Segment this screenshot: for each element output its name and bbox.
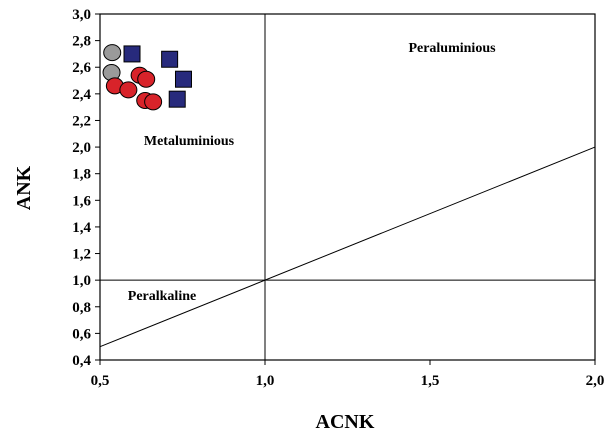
x-tick-label: 1,5 (421, 373, 440, 389)
field-label-peralkaline: Peralkaline (128, 289, 196, 304)
data-point-circle (103, 44, 122, 62)
y-tick-label: 3,0 (72, 7, 91, 23)
y-tick-label: 2,0 (72, 140, 91, 156)
y-tick-label: 2,6 (72, 60, 91, 76)
data-point-square (123, 45, 141, 63)
data-point-square (174, 70, 192, 88)
y-tick-label: 2,4 (72, 87, 91, 103)
x-tick-label: 0,5 (91, 373, 110, 389)
y-tick-label: 1,8 (72, 167, 91, 183)
y-tick-label: 1,6 (72, 193, 91, 209)
x-axis-title: ACNK (316, 411, 375, 433)
data-point-circle (119, 81, 138, 99)
x-tick-label: 1,0 (256, 373, 275, 389)
y-tick-label: 2,8 (72, 34, 91, 50)
data-point-circle (137, 70, 156, 88)
y-tick-label: 0,8 (72, 300, 91, 316)
x-tick-label: 2,0 (586, 373, 605, 389)
boundary-line-3 (99, 146, 596, 348)
data-point-square (168, 90, 186, 108)
y-tick-label: 1,0 (72, 273, 91, 289)
data-point-square (161, 50, 179, 68)
y-tick-label: 0,4 (72, 353, 91, 369)
y-tick-label: 0,6 (72, 326, 91, 342)
y-tick-label: 1,4 (72, 220, 91, 236)
y-tick-label: 2,2 (72, 113, 91, 129)
data-point-circle (144, 93, 163, 111)
plot-frame (99, 13, 596, 361)
y-tick-label: 1,2 (72, 247, 91, 263)
field-label-peraluminious: Peraluminious (408, 41, 496, 56)
y-axis-title: ANK (13, 165, 35, 210)
field-label-metaluminious: Metaluminious (144, 134, 235, 149)
